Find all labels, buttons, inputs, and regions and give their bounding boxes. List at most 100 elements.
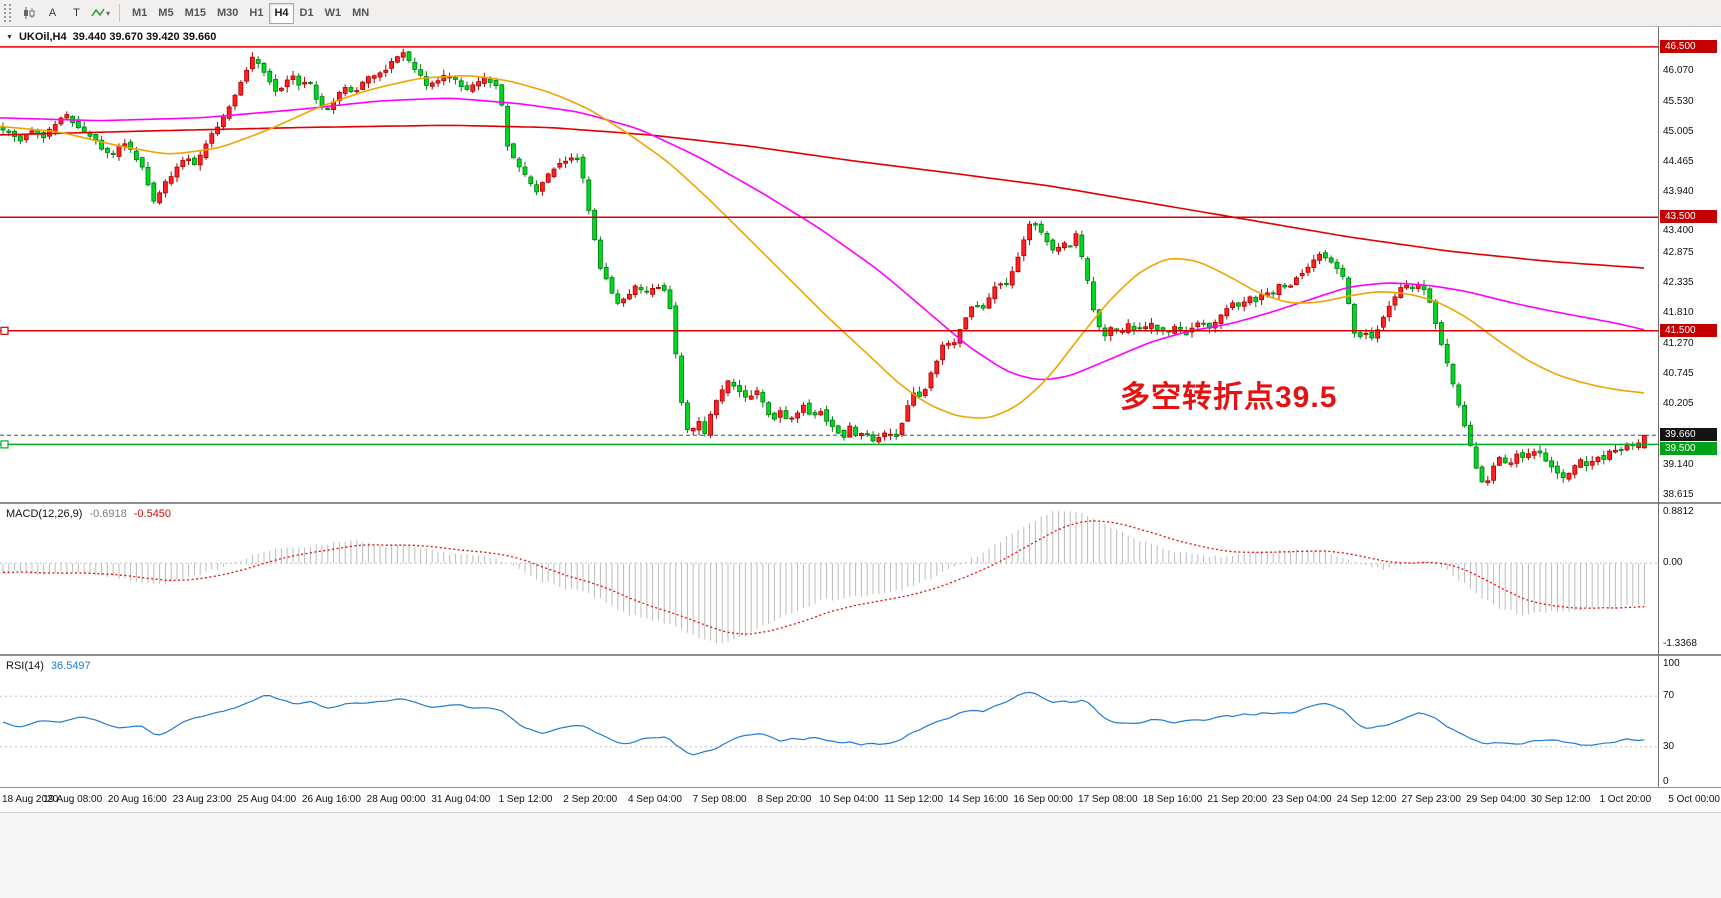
- timeframe-button-m30[interactable]: M30: [212, 3, 243, 24]
- rsi-axis-tick: 0: [1663, 776, 1669, 787]
- price-axis-tick: 40.745: [1663, 368, 1694, 379]
- time-axis-label: 19 Aug 08:00: [43, 794, 103, 805]
- line-drag-handle[interactable]: [0, 440, 9, 449]
- time-axis-label: 4 Sep 04:00: [627, 794, 682, 805]
- time-axis-label: 21 Sep 20:00: [1207, 794, 1267, 805]
- toolbar-separator: [119, 4, 120, 22]
- time-axis-label: 7 Sep 08:00: [692, 794, 747, 805]
- toolbar-grip[interactable]: [4, 4, 11, 22]
- macd-indicator-panel[interactable]: [0, 504, 1658, 654]
- price-axis-tick: 41.810: [1663, 307, 1694, 318]
- time-axis-label: 25 Aug 04:00: [237, 794, 297, 805]
- ma-long-red: [0, 124, 1645, 269]
- chart-objects-button[interactable]: [17, 3, 40, 24]
- chart-dropdown-icon[interactable]: ▼: [6, 33, 13, 41]
- price-badge-39.500: 39.500: [1660, 442, 1717, 455]
- time-axis-label: 18 Sep 16:00: [1142, 794, 1203, 805]
- time-axis-label: 31 Aug 04:00: [431, 794, 491, 805]
- chart-symbol-label: UKOil,H4: [18, 31, 67, 43]
- time-axis-label: 14 Sep 16:00: [948, 794, 1009, 805]
- time-axis-label: 29 Sep 04:00: [1466, 794, 1526, 805]
- chart-ohlc-values: 39.440 39.670 39.420 39.660: [72, 31, 217, 43]
- timeframe-button-w1[interactable]: W1: [320, 3, 347, 24]
- macd-indicator-label: MACD(12,26,9) -0.6918 -0.5450: [6, 508, 171, 520]
- time-axis-label: 1 Oct 20:00: [1599, 794, 1652, 805]
- text-tool-button-label: T: [73, 7, 80, 19]
- price-axis-tick: 38.615: [1663, 489, 1694, 500]
- main-price-chart[interactable]: [0, 27, 1658, 502]
- rsi-axis-tick: 100: [1663, 658, 1680, 669]
- time-axis-label: 2 Sep 20:00: [563, 794, 618, 805]
- rsi-value: 36.5497: [50, 660, 91, 672]
- timeframe-button-m15[interactable]: M15: [180, 3, 211, 24]
- timeframe-button-mn[interactable]: MN: [347, 3, 374, 24]
- chart-annotation-text[interactable]: 多空转折点39.5: [1120, 381, 1338, 414]
- ma-fast-orange: [0, 75, 1645, 419]
- rsi-indicator-label: RSI(14) 36.5497: [6, 660, 91, 672]
- time-axis-label: 5 Oct 00:00: [1668, 794, 1720, 805]
- time-axis-label: 26 Aug 16:00: [301, 794, 361, 805]
- macd-label: MACD(12,26,9): [6, 508, 83, 520]
- rsi-line: [2, 691, 1645, 756]
- macd-main-value: -0.6918: [89, 508, 127, 520]
- timeframe-button-m1[interactable]: M1: [127, 3, 152, 24]
- timeframe-button-m5[interactable]: M5: [153, 3, 178, 24]
- price-axis-tick: 39.140: [1663, 459, 1694, 470]
- macd-signal-line: [3, 520, 1645, 635]
- macd-signal-value: -0.5450: [133, 508, 172, 520]
- price-axis-tick: 45.005: [1663, 126, 1694, 137]
- toolbar: A T ▾ M1 M5 M15 M30 H1 H4 D1 W1 MN: [0, 0, 1721, 27]
- macd-axis-tick: 0.8812: [1663, 506, 1694, 517]
- price-axis-tick: 46.070: [1663, 65, 1694, 76]
- text-tool-button[interactable]: T: [65, 3, 88, 24]
- zigzag-icon: [91, 8, 105, 17]
- price-axis-tick: 45.530: [1663, 96, 1694, 107]
- time-axis-label: 28 Aug 00:00: [366, 794, 426, 805]
- time-axis-label: 23 Aug 23:00: [172, 794, 232, 805]
- timeframe-button-h4[interactable]: H4: [269, 2, 294, 24]
- price-axis-tick: 43.940: [1663, 186, 1694, 197]
- chevron-down-icon: ▾: [105, 8, 110, 18]
- time-axis-label: 18 Aug 2020: [2, 794, 59, 805]
- chart-title[interactable]: ▼ UKOil,H4 39.440 39.670 39.420 39.660: [6, 31, 216, 43]
- price-axis-tick: 43.400: [1663, 225, 1694, 236]
- line-studies-button[interactable]: ▾: [89, 3, 112, 24]
- ma-medium-magenta: [0, 97, 1645, 381]
- price-axis-tick: 42.875: [1663, 247, 1694, 258]
- macd-axis-tick: -1.3368: [1663, 638, 1697, 649]
- time-axis-label: 20 Aug 16:00: [107, 794, 167, 805]
- time-axis-label: 10 Sep 04:00: [819, 794, 879, 805]
- time-axis-label: 16 Sep 00:00: [1013, 794, 1073, 805]
- time-axis-label: 24 Sep 12:00: [1336, 794, 1397, 805]
- time-axis-label: 11 Sep 12:00: [884, 794, 944, 805]
- rsi-indicator-panel[interactable]: [0, 656, 1658, 787]
- timeframe-button-d1[interactable]: D1: [295, 3, 319, 24]
- panel-splitter[interactable]: [0, 502, 1721, 504]
- time-axis-label: 1 Sep 12:00: [498, 794, 553, 805]
- price-axis-tick: 44.465: [1663, 156, 1694, 167]
- rsi-axis-tick: 30: [1663, 741, 1675, 752]
- time-axis-label: 17 Sep 08:00: [1078, 794, 1138, 805]
- price-axis-tick: 42.335: [1663, 277, 1694, 288]
- price-badge-39.660: 39.660: [1660, 428, 1717, 441]
- empty-area: [0, 812, 1721, 898]
- timeframe-button-h1[interactable]: H1: [244, 3, 268, 24]
- macd-axis-tick: 0.00: [1663, 557, 1683, 568]
- time-axis-label: 27 Sep 23:00: [1401, 794, 1461, 805]
- time-axis-label: 8 Sep 20:00: [757, 794, 812, 805]
- time-axis-label: 30 Sep 12:00: [1530, 794, 1591, 805]
- rsi-axis-tick: 70: [1663, 690, 1675, 701]
- panel-splitter[interactable]: [0, 654, 1721, 656]
- tool-button-group: A T ▾: [17, 3, 112, 24]
- time-axis-label: 23 Sep 04:00: [1272, 794, 1332, 805]
- line-drag-handle[interactable]: [0, 326, 9, 335]
- price-badge-43.500: 43.500: [1660, 210, 1717, 223]
- price-axis-tick: 41.270: [1663, 338, 1694, 349]
- annotation-letter-a-button[interactable]: A: [41, 3, 64, 24]
- time-axis[interactable]: 18 Aug 2020 19 Aug 08:00 20 Aug 16:00 23 Au…: [0, 787, 1721, 812]
- price-badge-41.500: 41.500: [1660, 324, 1717, 337]
- price-axis-border: [1658, 27, 1659, 787]
- price-badge-46.500: 46.500: [1660, 40, 1717, 53]
- price-axis-tick: 40.205: [1663, 398, 1694, 409]
- candlestick-chart-icon: [23, 7, 34, 19]
